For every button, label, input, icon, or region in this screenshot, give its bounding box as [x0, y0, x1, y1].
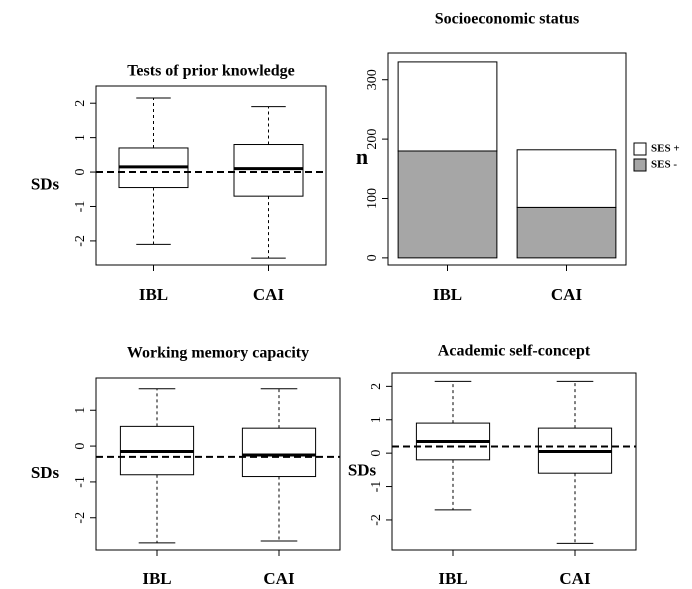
- chart-title: Academic self-concept: [438, 343, 591, 360]
- box: [241, 427, 317, 478]
- plot-frame: [387, 52, 627, 266]
- chart-title: Working memory capacity: [127, 345, 309, 362]
- y-tick-label: -1: [369, 481, 384, 493]
- bar-segment: [516, 149, 617, 208]
- bar-segment: [516, 206, 617, 259]
- y-tick-label: 0: [365, 254, 380, 261]
- y-axis-label: SDs: [348, 460, 377, 479]
- y-tick-label: 1: [369, 416, 384, 423]
- y-tick-label: 2: [369, 383, 384, 390]
- plot-frame: [95, 85, 327, 266]
- legend-swatch: [633, 158, 647, 172]
- y-tick-label: -1: [73, 476, 88, 488]
- x-tick-label: CAI: [559, 569, 591, 588]
- box: [233, 144, 304, 197]
- y-tick-label: 0: [73, 169, 88, 176]
- y-tick-label: -1: [73, 201, 88, 213]
- x-tick-label: CAI: [551, 285, 583, 304]
- y-tick-label: 300: [365, 69, 380, 90]
- y-tick-label: -2: [73, 235, 88, 247]
- x-tick-label: IBL: [142, 569, 171, 588]
- x-tick-label: CAI: [253, 285, 285, 304]
- plot-frame: [391, 372, 637, 551]
- x-tick-label: IBL: [433, 285, 462, 304]
- legend-swatch: [633, 142, 647, 156]
- y-axis-label: SDs: [31, 174, 60, 193]
- y-tick-label: 0: [369, 450, 384, 457]
- plot-frame: [95, 377, 341, 551]
- legend-label: SES +: [651, 143, 680, 155]
- y-tick-label: 1: [73, 134, 88, 141]
- x-tick-label: CAI: [263, 569, 295, 588]
- y-tick-label: 2: [73, 100, 88, 107]
- y-tick-label: -2: [73, 512, 88, 524]
- y-tick-label: 1: [73, 407, 88, 414]
- bar-segment: [397, 61, 498, 152]
- bar-segment: [397, 150, 498, 259]
- y-tick-label: 200: [365, 129, 380, 150]
- y-axis-label: SDs: [31, 463, 60, 482]
- y-axis-label: n: [356, 144, 368, 169]
- legend-label: SES -: [651, 159, 677, 171]
- chart-title: Tests of prior knowledge: [127, 63, 295, 80]
- y-tick-label: -2: [369, 514, 384, 526]
- chart-title: Socioeconomic status: [435, 11, 579, 28]
- y-tick-label: 0: [73, 443, 88, 450]
- y-tick-label: 100: [365, 188, 380, 209]
- x-tick-label: IBL: [139, 285, 168, 304]
- x-tick-label: IBL: [438, 569, 467, 588]
